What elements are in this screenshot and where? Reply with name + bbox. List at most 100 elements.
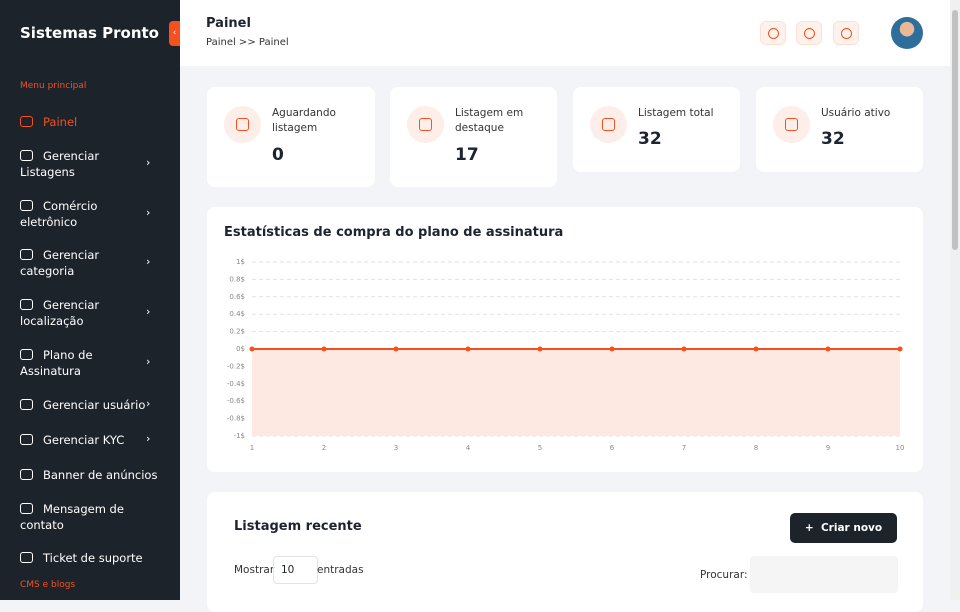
section-title: Listagem recente [234, 519, 362, 534]
chart-title: Estatísticas de compra do plano de assin… [224, 225, 564, 240]
nav-item[interactable]: Comércio eletrônico [20, 198, 145, 230]
nav-label: Gerenciar KYC [43, 433, 125, 447]
topbar: Painel Painel >> Painel [180, 0, 950, 66]
chevron: › [146, 305, 151, 318]
point [897, 346, 903, 352]
chevron: › [146, 432, 151, 445]
nav-label: Plano de Assinatura [20, 348, 93, 378]
y-tick-label: -0.8$ [227, 415, 245, 423]
point [393, 346, 399, 352]
chevron: › [146, 156, 151, 169]
chevron: › [146, 397, 151, 410]
nav-label: Painel [43, 115, 78, 129]
show-label: Mostrar [234, 564, 275, 576]
scrollbar [950, 0, 960, 600]
stat-label: Aguardando listagem [272, 107, 336, 134]
nav-label: Mensagem de contato [20, 502, 124, 532]
y-tick-label: -1$ [234, 432, 245, 440]
stat-label: Listagem total [638, 107, 714, 119]
stat-card: Listagem total 32 [573, 87, 740, 172]
y-tick-label: -0.4$ [227, 380, 245, 388]
chevron: › [146, 255, 151, 268]
entries-label: entradas [317, 564, 364, 576]
nav-item[interactable]: Painel [20, 114, 77, 130]
stat-value: 32 [638, 129, 662, 149]
chevron: › [146, 355, 151, 368]
search-label: Procurar: [700, 569, 748, 581]
nav-item[interactable]: Gerenciar localização [20, 297, 145, 329]
x-tick-label: 10 [896, 444, 905, 452]
page-title: Painel [206, 16, 251, 31]
nav-label: Comércio eletrônico [20, 199, 98, 229]
nav-label: Gerenciar usuário [43, 398, 146, 412]
point [609, 346, 615, 352]
chart: 1$ 0.8$ 0.6$ 0.4$ 0.2$ 0$ -0.2$ -0.4$ -0.6$ -0.8$… [227, 258, 905, 452]
stat-card: Aguardando listagem 0 [207, 87, 375, 187]
create-button[interactable]: + Criar novo [790, 513, 897, 543]
y-tick-label: 0.2$ [229, 328, 245, 336]
nav-label: Ticket de suporte [43, 551, 143, 565]
nav-label: Gerenciar Listagens [20, 149, 100, 179]
sidebar: Sistemas Pronto ‹ Menu principal Painel … [0, 0, 180, 600]
nav-label: Gerenciar categoria [20, 248, 100, 278]
nav-item[interactable]: Gerenciar usuário [20, 397, 145, 413]
search-input[interactable] [750, 556, 898, 593]
stat-card: Usuário ativo 32 [756, 87, 923, 172]
x-tick-label: 9 [826, 444, 830, 452]
x-tick-label: 7 [682, 444, 686, 452]
button-label: Criar novo [820, 522, 883, 534]
x-tick-label: 1 [250, 444, 254, 452]
breadcrumb: Painel >> Painel [206, 37, 289, 48]
point [465, 346, 471, 352]
stat-label: Listagem em destaque [455, 107, 524, 134]
page-size-select[interactable]: 10 [273, 556, 318, 584]
point [537, 346, 543, 352]
point [753, 346, 759, 352]
x-tick-label: 3 [394, 444, 398, 452]
y-tick-label: 0.6$ [229, 293, 245, 301]
stat-value: 17 [455, 145, 479, 165]
recent-card: Listagem recente + Criar novo Mostrar 10… [207, 492, 923, 612]
area [252, 349, 900, 436]
point [321, 346, 327, 352]
avatar[interactable] [891, 17, 923, 49]
x-tick-label: 4 [466, 444, 471, 452]
y-tick-label: 1$ [236, 258, 245, 266]
page-size: 10 [281, 564, 295, 576]
brand: Sistemas Pronto [20, 24, 159, 42]
x-tick-label: 2 [322, 444, 326, 452]
stat-label: Usuário ativo [821, 107, 891, 119]
language-button[interactable] [760, 21, 786, 45]
y-tick-label: -0.2$ [227, 362, 245, 370]
nav-label: Gerenciar localização [20, 298, 100, 328]
stat-value: 0 [272, 145, 284, 165]
chart-card: Estatísticas de compra do plano de assin… [207, 207, 923, 472]
nav-item[interactable]: Mensagem de contato [20, 501, 145, 533]
y-tick-label: 0$ [236, 345, 245, 353]
point [249, 346, 255, 352]
nav-item[interactable]: Ticket de suporte [20, 550, 143, 566]
nav-item[interactable]: Plano de Assinatura [20, 347, 145, 379]
chat-button[interactable] [796, 21, 822, 45]
settings-button[interactable] [833, 21, 859, 45]
x-tick-label: 5 [538, 444, 542, 452]
nav-item[interactable]: Gerenciar categoria [20, 247, 145, 279]
chevron: › [146, 206, 151, 219]
y-tick-label: 0.8$ [229, 275, 245, 283]
stat-card: Listagem em destaque 17 [390, 87, 557, 187]
stat-value: 32 [821, 129, 845, 149]
nav-item[interactable]: Gerenciar Listagens [20, 148, 145, 180]
x-tick-label: 8 [754, 444, 758, 452]
section-label: CMS e blogs [20, 580, 76, 590]
y-tick-label: 0.4$ [229, 310, 245, 318]
section-label: Menu principal [20, 81, 87, 91]
y-tick-label: -0.6$ [227, 397, 245, 405]
nav-item[interactable]: Gerenciar KYC [20, 432, 124, 448]
nav-label: Banner de anúncios [43, 468, 158, 482]
point [681, 346, 687, 352]
collapse-button[interactable]: ‹ [169, 21, 180, 46]
point [825, 346, 831, 352]
x-tick-label: 6 [610, 444, 615, 452]
nav-item[interactable]: Banner de anúncios [20, 467, 157, 483]
